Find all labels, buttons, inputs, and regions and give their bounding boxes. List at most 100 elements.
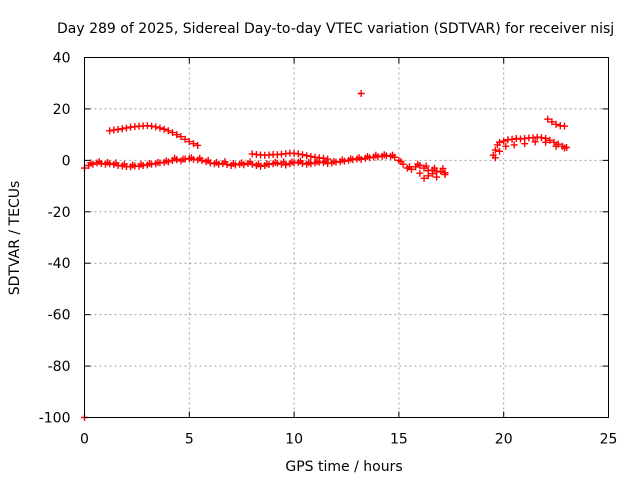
data-point-main-band-b	[372, 151, 380, 159]
data-point-main-band-b	[254, 160, 262, 168]
data-point-main-band-b	[162, 157, 170, 165]
data-point-main-band-b	[154, 158, 162, 166]
data-point-late-cluster	[508, 135, 516, 143]
y-tick-label: -40	[48, 256, 71, 272]
data-point-late-cluster	[537, 134, 545, 142]
data-point-upper-arc	[177, 133, 185, 141]
data-point-outlier	[357, 90, 365, 97]
data-point-main-band-b	[263, 160, 271, 168]
data-point-main-band-b	[305, 158, 313, 166]
data-point-late-cluster	[502, 142, 510, 150]
data-point-main-band-b	[204, 156, 212, 164]
data-point-late-cluster	[500, 137, 508, 145]
x-tick-label: 25	[600, 432, 618, 448]
data-point-late-cluster	[496, 147, 504, 155]
data-point-late-cluster	[552, 120, 560, 128]
data-point-upper-arc	[181, 135, 189, 143]
y-tick-label: -20	[48, 205, 71, 221]
data-point-main-band-b	[196, 154, 204, 162]
data-point-main-band-b	[288, 158, 296, 166]
plot-frame	[84, 57, 609, 418]
y-tick-label: 40	[53, 51, 71, 67]
data-point-main-band-b	[95, 158, 103, 166]
data-point-main-band-b	[87, 159, 95, 167]
axis-ticks	[84, 57, 609, 418]
data-point-main-band-b	[380, 151, 388, 159]
data-point-main-band-b	[431, 164, 439, 172]
data-point-upper-arc	[173, 131, 181, 139]
data-point-main-band-b	[313, 157, 321, 165]
x-tick-label: 5	[185, 432, 194, 448]
data-point-main-band-b	[112, 159, 120, 167]
data-point-main-band-b	[271, 158, 279, 166]
data-point-main-band-b	[137, 160, 145, 168]
data-point-mid-band	[307, 153, 315, 160]
data-point-upper-arc	[160, 125, 168, 133]
data-point-main-band-b	[213, 158, 221, 166]
gridlines	[84, 57, 609, 418]
data-point-late-cluster	[491, 154, 499, 162]
data-point-main-band-b	[424, 172, 432, 180]
data-point-main-band-b	[229, 159, 237, 167]
data-point-late-cluster	[531, 138, 539, 146]
data-point-upper-arc	[152, 123, 160, 131]
data-point-upper-arc	[169, 129, 177, 137]
data-point-main-band-b	[296, 157, 304, 165]
data-point-main-band-b	[422, 162, 430, 170]
data-point-late-cluster	[560, 122, 568, 130]
data-point-mid-band	[303, 152, 311, 160]
data-point-main-band-b	[405, 163, 413, 171]
x-tick-label: 0	[80, 432, 89, 448]
data-point-main-band-b	[330, 157, 338, 165]
data-point-upper-arc	[156, 124, 164, 132]
data-point-upper-arc	[122, 124, 130, 132]
tick-labels: 0 5 10 15 20 25 -100 -80 -60 -40 -20 0 20 40	[39, 51, 618, 448]
data-point-mid-band	[294, 150, 302, 158]
data-point-main-band-b	[441, 171, 449, 178]
y-tick-label: -100	[39, 411, 71, 427]
data-point-main-band-b	[104, 158, 112, 166]
y-tick-label: -80	[48, 359, 71, 375]
data-point-main-band-b	[179, 155, 187, 163]
data-point-upper-arc	[118, 125, 126, 133]
data-point-late-cluster	[560, 144, 568, 152]
data-point-late-cluster	[510, 141, 518, 149]
data-point-main-band-b	[187, 154, 195, 162]
data-point-late-cluster	[542, 138, 550, 146]
data-points	[81, 90, 571, 421]
data-point-late-cluster	[496, 138, 504, 146]
data-point-main-band-b	[433, 173, 441, 181]
x-axis-label: GPS time / hours	[285, 459, 402, 475]
data-point-main-band-b	[363, 153, 371, 160]
y-axis-label: SDTVAR / TECUs	[7, 181, 23, 296]
data-point-main-band-b	[428, 170, 436, 178]
data-point-main-band-b	[171, 154, 179, 162]
data-point-main-band-b	[347, 155, 355, 163]
data-point-upper-arc	[148, 122, 156, 130]
data-point-upper-arc	[194, 141, 202, 149]
data-point-main-band-b	[389, 151, 397, 159]
x-tick-label: 20	[495, 432, 513, 448]
data-point-main-band-b	[439, 165, 447, 173]
x-tick-label: 15	[390, 432, 408, 448]
data-point-main-band-b	[145, 159, 153, 167]
data-point-main-band-b	[416, 169, 424, 177]
data-point-main-band-b	[221, 158, 229, 166]
data-point-late-cluster	[546, 136, 554, 144]
data-point-late-cluster	[491, 146, 499, 154]
data-point-main-band-b	[238, 159, 246, 167]
data-point-main-band-b	[280, 158, 288, 166]
data-point-upper-arc	[164, 127, 172, 135]
data-point-main-band-b	[129, 161, 137, 169]
y-tick-label: 20	[53, 102, 71, 118]
data-point-mid-band	[324, 155, 332, 163]
y-tick-label: 0	[62, 153, 71, 169]
data-point-late-cluster	[521, 140, 529, 148]
x-tick-label: 10	[285, 432, 303, 448]
chart-title: Day 289 of 2025, Sidereal Day-to-day VTE…	[57, 21, 614, 37]
data-point-main-band-b	[120, 160, 128, 168]
data-point-main-band-b	[397, 158, 405, 166]
data-point-mid-band	[319, 154, 327, 162]
data-point-late-cluster	[544, 115, 552, 123]
